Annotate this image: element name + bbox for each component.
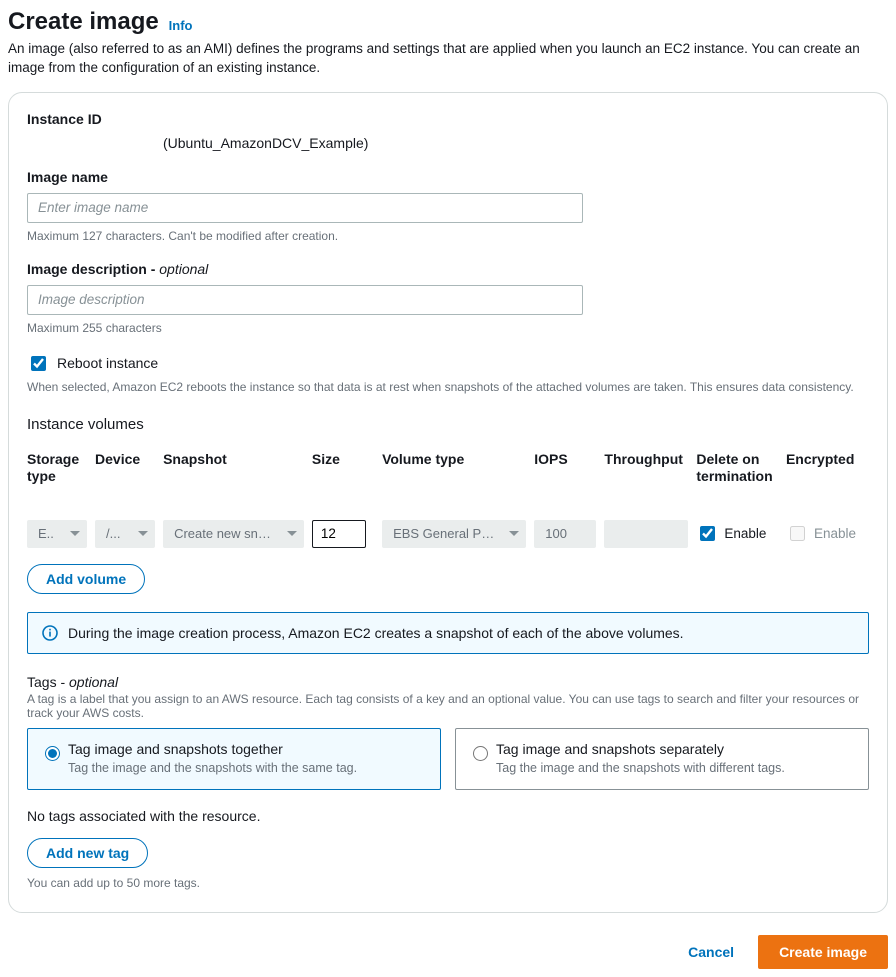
create-image-button[interactable]: Create image bbox=[758, 935, 888, 969]
image-name-input[interactable] bbox=[27, 193, 583, 223]
tags-footer-hint: You can add up to 50 more tags. bbox=[27, 876, 869, 890]
size-input[interactable] bbox=[312, 520, 366, 548]
reboot-checkbox[interactable] bbox=[31, 356, 46, 371]
tag-option-separate-desc: Tag the image and the snapshots with dif… bbox=[496, 761, 854, 775]
chevron-down-icon bbox=[70, 531, 80, 536]
form-panel: Instance ID (Ubuntu_AmazonDCV_Example) I… bbox=[8, 92, 888, 913]
device-select: /... bbox=[95, 520, 155, 548]
chevron-down-icon bbox=[509, 531, 519, 536]
info-link[interactable]: Info bbox=[169, 18, 193, 33]
tags-label: Tags - optional bbox=[27, 674, 869, 690]
iops-input: 100 bbox=[534, 520, 596, 548]
col-storage-type: Storage type bbox=[27, 447, 95, 518]
col-delete-term: Delete on termination bbox=[696, 447, 786, 518]
image-name-hint: Maximum 127 characters. Can't be modifie… bbox=[27, 229, 869, 243]
col-encrypted: Encrypted bbox=[786, 447, 869, 518]
storage-type-select: E.. bbox=[27, 520, 87, 548]
image-description-input[interactable] bbox=[27, 285, 583, 315]
add-volume-button[interactable]: Add volume bbox=[27, 564, 145, 594]
tags-hint: A tag is a label that you assign to an A… bbox=[27, 692, 869, 720]
col-snapshot: Snapshot bbox=[163, 447, 312, 518]
image-name-label: Image name bbox=[27, 169, 869, 185]
col-size: Size bbox=[312, 447, 382, 518]
instance-id-label: Instance ID bbox=[27, 111, 869, 127]
delete-on-term-checkbox[interactable] bbox=[700, 526, 715, 541]
tag-option-group: Tag image and snapshots together Tag the… bbox=[27, 728, 869, 790]
tag-option-together-radio[interactable] bbox=[45, 746, 60, 761]
instance-id-value: (Ubuntu_AmazonDCV_Example) bbox=[163, 135, 869, 151]
volume-type-select: EBS General P… bbox=[382, 520, 526, 548]
volumes-table: Storage type Device Snapshot Size Volume… bbox=[27, 447, 869, 550]
cancel-button[interactable]: Cancel bbox=[678, 938, 744, 966]
encrypted-label: Enable bbox=[814, 526, 856, 541]
volumes-section-title: Instance volumes bbox=[27, 416, 869, 433]
footer-actions: Cancel Create image bbox=[8, 935, 888, 969]
tag-option-together-desc: Tag the image and the snapshots with the… bbox=[68, 761, 426, 775]
no-tags-text: No tags associated with the resource. bbox=[27, 808, 869, 824]
volumes-info-text: During the image creation process, Amazo… bbox=[68, 625, 684, 641]
col-iops: IOPS bbox=[534, 447, 604, 518]
tag-option-separate-title: Tag image and snapshots separately bbox=[496, 741, 854, 757]
reboot-hint: When selected, Amazon EC2 reboots the in… bbox=[27, 380, 869, 394]
volume-row: E.. /... Create new sn… bbox=[27, 518, 869, 550]
tag-option-together[interactable]: Tag image and snapshots together Tag the… bbox=[27, 728, 441, 790]
reboot-label[interactable]: Reboot instance bbox=[57, 355, 158, 371]
image-description-label: Image description - optional bbox=[27, 261, 869, 277]
col-volume-type: Volume type bbox=[382, 447, 534, 518]
encrypted-checkbox bbox=[790, 526, 805, 541]
info-icon bbox=[42, 625, 58, 641]
tag-option-together-title: Tag image and snapshots together bbox=[68, 741, 426, 757]
add-tag-button[interactable]: Add new tag bbox=[27, 838, 148, 868]
volumes-info-alert: During the image creation process, Amazo… bbox=[27, 612, 869, 654]
image-description-hint: Maximum 255 characters bbox=[27, 321, 869, 335]
page-description: An image (also referred to as an AMI) de… bbox=[8, 40, 888, 78]
throughput-input bbox=[604, 520, 688, 548]
page-title: Create image bbox=[8, 8, 159, 36]
col-throughput: Throughput bbox=[604, 447, 696, 518]
col-device: Device bbox=[95, 447, 163, 518]
tag-option-separate[interactable]: Tag image and snapshots separately Tag t… bbox=[455, 728, 869, 790]
delete-on-term-label: Enable bbox=[724, 526, 766, 541]
snapshot-select: Create new sn… bbox=[163, 520, 304, 548]
chevron-down-icon bbox=[287, 531, 297, 536]
tag-option-separate-radio[interactable] bbox=[473, 746, 488, 761]
chevron-down-icon bbox=[138, 531, 148, 536]
